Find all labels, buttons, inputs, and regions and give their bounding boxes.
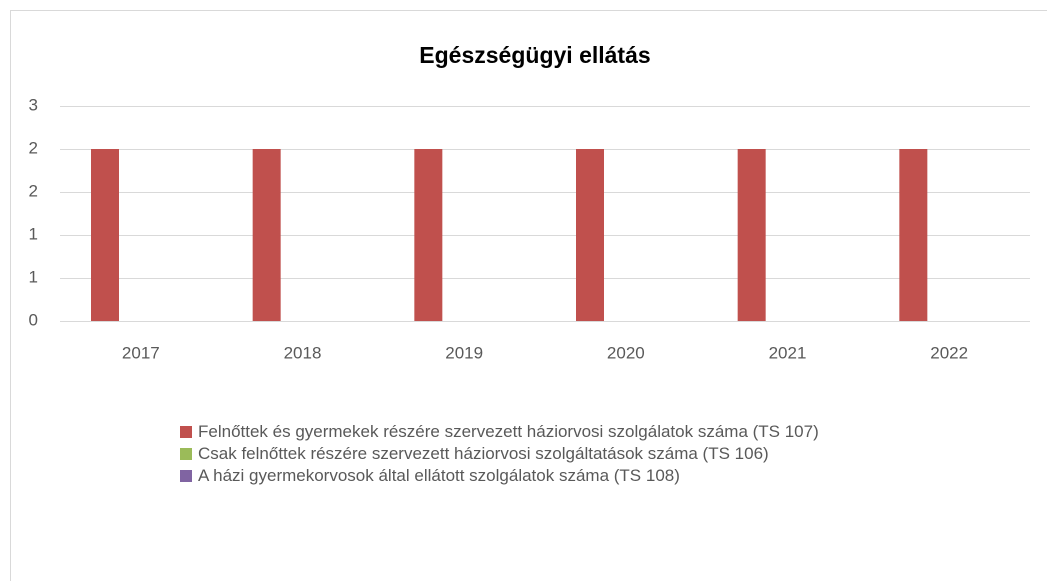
legend-label: Csak felnőttek részére szervezett házior… [198, 444, 769, 463]
y-tick-label: 1 [29, 224, 38, 243]
y-tick-label: 1 [29, 267, 38, 286]
bar [414, 149, 443, 321]
legend-swatch [180, 470, 192, 482]
x-tick-label: 2022 [930, 343, 968, 362]
x-tick-label: 2018 [284, 343, 322, 362]
legend-item: Csak felnőttek részére szervezett házior… [180, 443, 925, 465]
legend-item: Felnőttek és gyermekek részére szervezet… [180, 421, 925, 443]
x-tick-label: 2017 [122, 343, 160, 362]
bar [576, 149, 604, 321]
x-tick-label: 2019 [445, 343, 483, 362]
legend-item: A házi gyermekorvosok által ellátott szo… [180, 465, 925, 487]
chart-frame [10, 10, 1047, 581]
bar [91, 149, 119, 321]
bar [899, 149, 928, 321]
legend: Felnőttek és gyermekek részére szervezet… [180, 421, 925, 487]
legend-label: Felnőttek és gyermekek részére szervezet… [198, 422, 819, 441]
bar [737, 149, 766, 321]
x-tick-label: 2020 [607, 343, 645, 362]
y-tick-label: 2 [29, 138, 38, 157]
y-tick-label: 2 [29, 181, 38, 200]
y-tick-label: 0 [29, 310, 38, 329]
y-tick-label: 3 [29, 95, 38, 114]
x-tick-label: 2021 [769, 343, 807, 362]
legend-label: A házi gyermekorvosok által ellátott szo… [198, 466, 680, 485]
bar [252, 149, 281, 321]
legend-swatch [180, 448, 192, 460]
legend-swatch [180, 426, 192, 438]
chart-title: Egészségügyi ellátás [419, 42, 650, 68]
